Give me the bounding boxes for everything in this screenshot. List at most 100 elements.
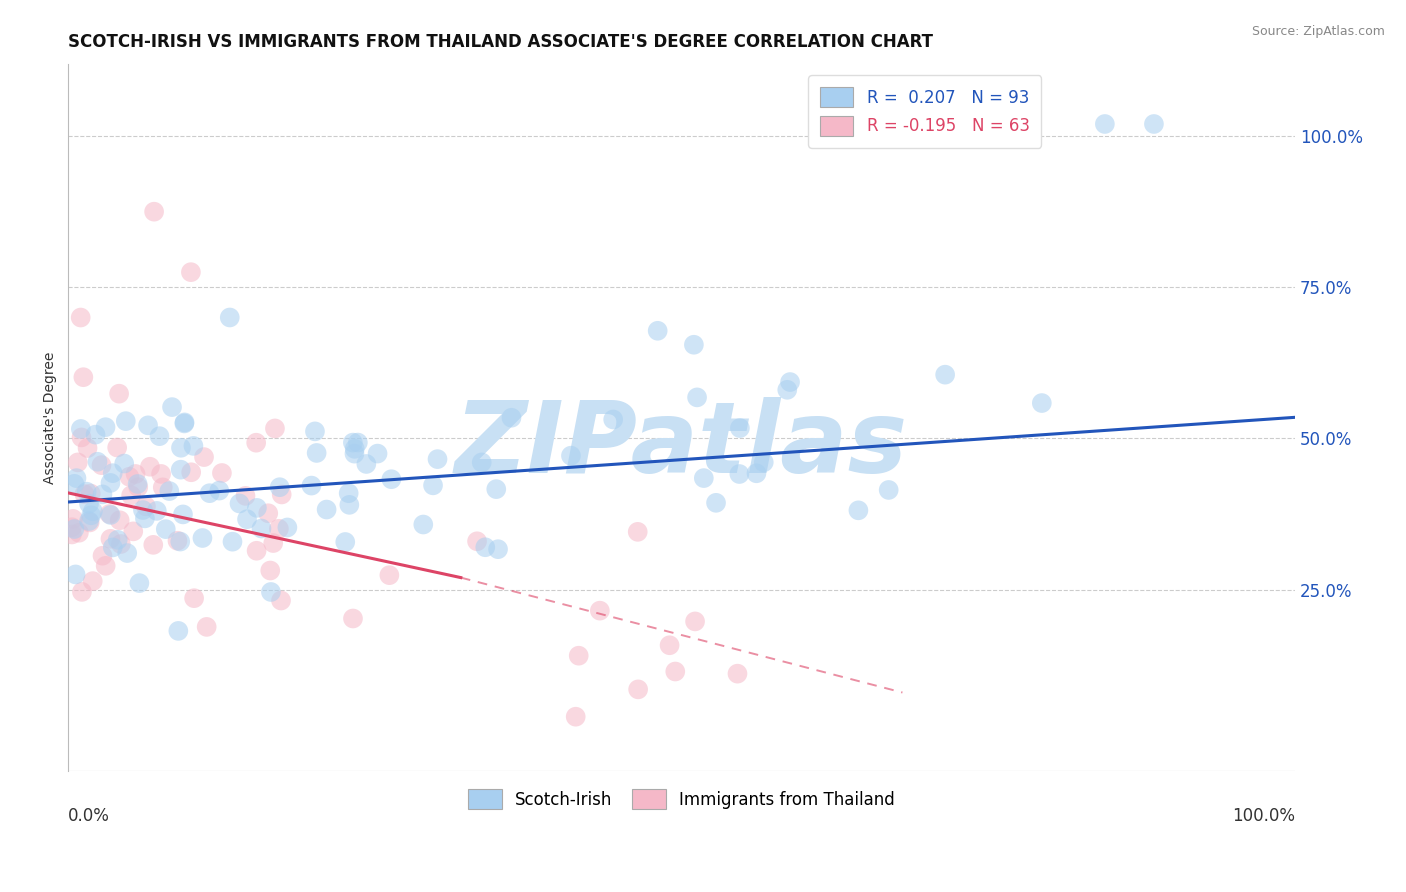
Point: [704, 496, 727, 510]
Point: [135, 500, 157, 514]
Point: [91, 549, 114, 563]
Point: [686, 390, 709, 404]
Point: [100, 475, 122, 490]
Point: [114, 414, 136, 428]
Point: [342, 611, 364, 625]
Point: [304, 425, 326, 439]
Point: [118, 469, 141, 483]
Point: [108, 513, 131, 527]
Point: [270, 593, 292, 607]
Point: [172, 508, 194, 522]
Legend: Scotch-Irish, Immigrants from Thailand: Scotch-Irish, Immigrants from Thailand: [461, 782, 901, 816]
Point: [426, 452, 449, 467]
Text: Source: ZipAtlas.com: Source: ZipAtlas.com: [1251, 25, 1385, 38]
Point: [94, 420, 117, 434]
Point: [664, 665, 686, 679]
Point: [335, 535, 357, 549]
Point: [193, 450, 215, 464]
Point: [65, 471, 87, 485]
Point: [191, 531, 214, 545]
Point: [65, 567, 87, 582]
Point: [76, 441, 98, 455]
Point: [108, 386, 131, 401]
Point: [143, 204, 166, 219]
Text: 100.0%: 100.0%: [1232, 806, 1295, 824]
Point: [727, 666, 749, 681]
Point: [173, 417, 195, 431]
Point: [315, 502, 337, 516]
Point: [422, 478, 444, 492]
Point: [486, 542, 509, 557]
Point: [246, 500, 269, 515]
Point: [101, 466, 124, 480]
Point: [72, 370, 94, 384]
Point: [269, 480, 291, 494]
Point: [167, 624, 190, 638]
Point: [211, 466, 233, 480]
Point: [752, 455, 775, 469]
Point: [122, 524, 145, 539]
Point: [180, 465, 202, 479]
Y-axis label: Associate's Degree: Associate's Degree: [44, 351, 58, 483]
Point: [90, 458, 112, 472]
Point: [127, 480, 149, 494]
Point: [647, 324, 669, 338]
Point: [94, 558, 117, 573]
Point: [259, 564, 281, 578]
Point: [270, 487, 292, 501]
Point: [627, 682, 650, 697]
Point: [136, 418, 159, 433]
Point: [63, 476, 86, 491]
Point: [69, 310, 91, 325]
Point: [245, 435, 267, 450]
Point: [155, 522, 177, 536]
Point: [218, 310, 240, 325]
Point: [70, 585, 93, 599]
Point: [779, 375, 801, 389]
Point: [80, 486, 103, 500]
Point: [169, 534, 191, 549]
Point: [337, 498, 360, 512]
Point: [776, 383, 799, 397]
Point: [305, 446, 328, 460]
Point: [589, 604, 612, 618]
Point: [276, 520, 298, 534]
Point: [146, 504, 169, 518]
Point: [82, 574, 104, 588]
Point: [658, 638, 681, 652]
Point: [69, 422, 91, 436]
Point: [160, 400, 183, 414]
Point: [150, 467, 173, 481]
Point: [877, 483, 900, 497]
Point: [378, 568, 401, 582]
Point: [485, 482, 508, 496]
Point: [221, 534, 243, 549]
Point: [79, 516, 101, 530]
Point: [70, 430, 93, 444]
Point: [465, 534, 488, 549]
Point: [134, 511, 156, 525]
Point: [347, 435, 370, 450]
Point: [183, 591, 205, 606]
Point: [60, 527, 83, 541]
Point: [228, 496, 250, 510]
Point: [98, 507, 121, 521]
Point: [73, 487, 96, 501]
Point: [367, 447, 389, 461]
Point: [198, 486, 221, 500]
Point: [180, 265, 202, 279]
Point: [745, 467, 768, 481]
Point: [683, 337, 706, 351]
Point: [91, 487, 114, 501]
Point: [343, 442, 366, 456]
Point: [124, 467, 146, 481]
Point: [627, 524, 650, 539]
Point: [166, 533, 188, 548]
Point: [267, 522, 290, 536]
Point: [560, 449, 582, 463]
Point: [183, 439, 205, 453]
Point: [84, 427, 107, 442]
Point: [1094, 117, 1116, 131]
Point: [257, 506, 280, 520]
Point: [105, 441, 128, 455]
